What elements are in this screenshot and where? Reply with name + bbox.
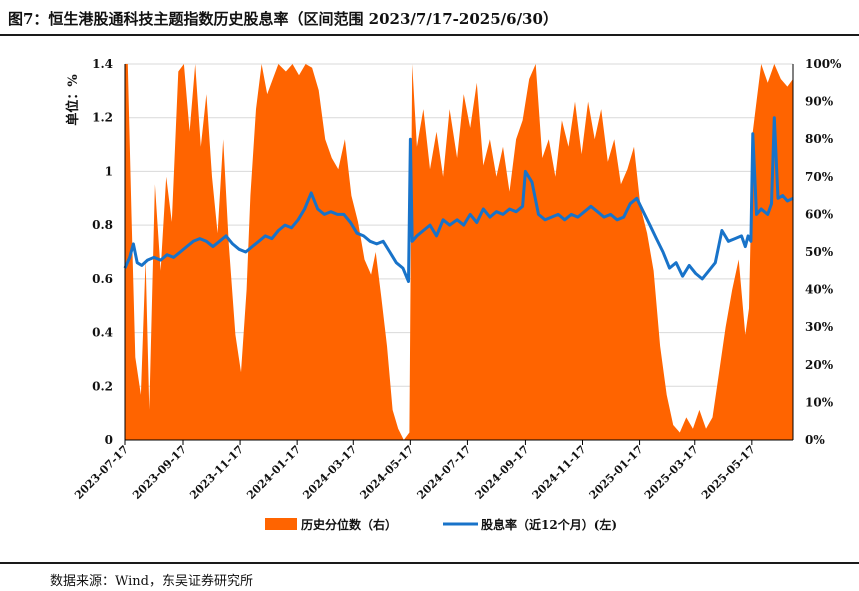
source-note: 数据来源：Wind，东吴证券研究所 [50,574,253,589]
y-left-unit-label: 单位：% [65,74,81,126]
y-right-tick-label: 60% [805,207,834,221]
y-left-tick-label: 1.4 [92,57,113,71]
y-left-tick-label: 1 [105,164,113,178]
y-left-ticks: 0 0.2 0.4 0.6 0.8 1 1.2 1.4 [92,57,113,447]
x-tick-label: 2024-07-17 [415,443,474,502]
dividend-yield-line [123,116,794,283]
legend: 历史分位数（右） 股息率（近12个月）(左) [265,517,617,532]
axes [124,64,794,441]
x-tick-label: 2023-07-17 [72,443,131,502]
y-left-tick-label: 0.8 [92,218,113,232]
top-rule [0,34,859,36]
x-tick-label: 2024-09-17 [473,443,532,502]
y-right-tick-label: 50% [805,245,834,259]
x-tick-label: 2023-11-17 [187,443,246,502]
dividend-yield-path [123,116,794,283]
y-right-tick-label: 40% [805,283,834,297]
y-right-tick-label: 10% [805,395,834,409]
chart-title: 图7：恒生港股通科技主题指数历史股息率（区间范围 2023/7/17-2025/… [8,10,558,28]
x-tick-label: 2023-09-17 [130,443,189,502]
y-right-tick-label: 100% [805,57,842,71]
y-left-tick-label: 0.6 [92,272,113,286]
percentile-area [125,64,793,440]
y-right-tick-label: 90% [805,95,834,109]
y-left-tick-label: 0.4 [92,326,113,340]
x-ticks: 2023-07-17 2023-09-172023-11-172024-01-17… [72,440,758,502]
x-tick-label: 2024-01-17 [244,443,303,502]
y-right-tick-label: 80% [805,132,834,146]
y-right-tick-label: 0% [805,433,825,447]
y-right-ticks: 0% 10% 20% 30% 40% 50% 60% 70% 80% 90% 100% [805,57,842,447]
x-tick-label: 2025-01-17 [587,443,646,502]
y-left-tick-label: 1.2 [92,111,113,125]
x-tick-label: 2025-05-17 [699,443,758,502]
y-right-tick-label: 20% [805,358,834,372]
y-right-tick-label: 30% [805,320,834,334]
x-tick-label: 2025-03-17 [642,443,701,502]
y-right-tick-label: 70% [805,170,834,184]
x-tick-label: 2024-03-17 [300,443,359,502]
legend-area-label: 历史分位数（右） [301,517,397,532]
legend-area-swatch [265,518,297,530]
y-left-tick-label: 0 [105,433,113,447]
y-left-tick-label: 0.2 [92,379,113,393]
x-tick-label: 2024-05-17 [358,443,417,502]
bottom-rule [0,562,859,564]
dividend-yield-chart: 0 0.2 0.4 0.6 0.8 1 1.2 1.4 0% 10% 20% 30% 40% 50% 60… [65,57,842,532]
legend-line-label: 股息率（近12个月）(左) [481,517,617,532]
x-tick-label: 2024-11-17 [530,443,589,502]
percentile-area-path [125,64,793,440]
